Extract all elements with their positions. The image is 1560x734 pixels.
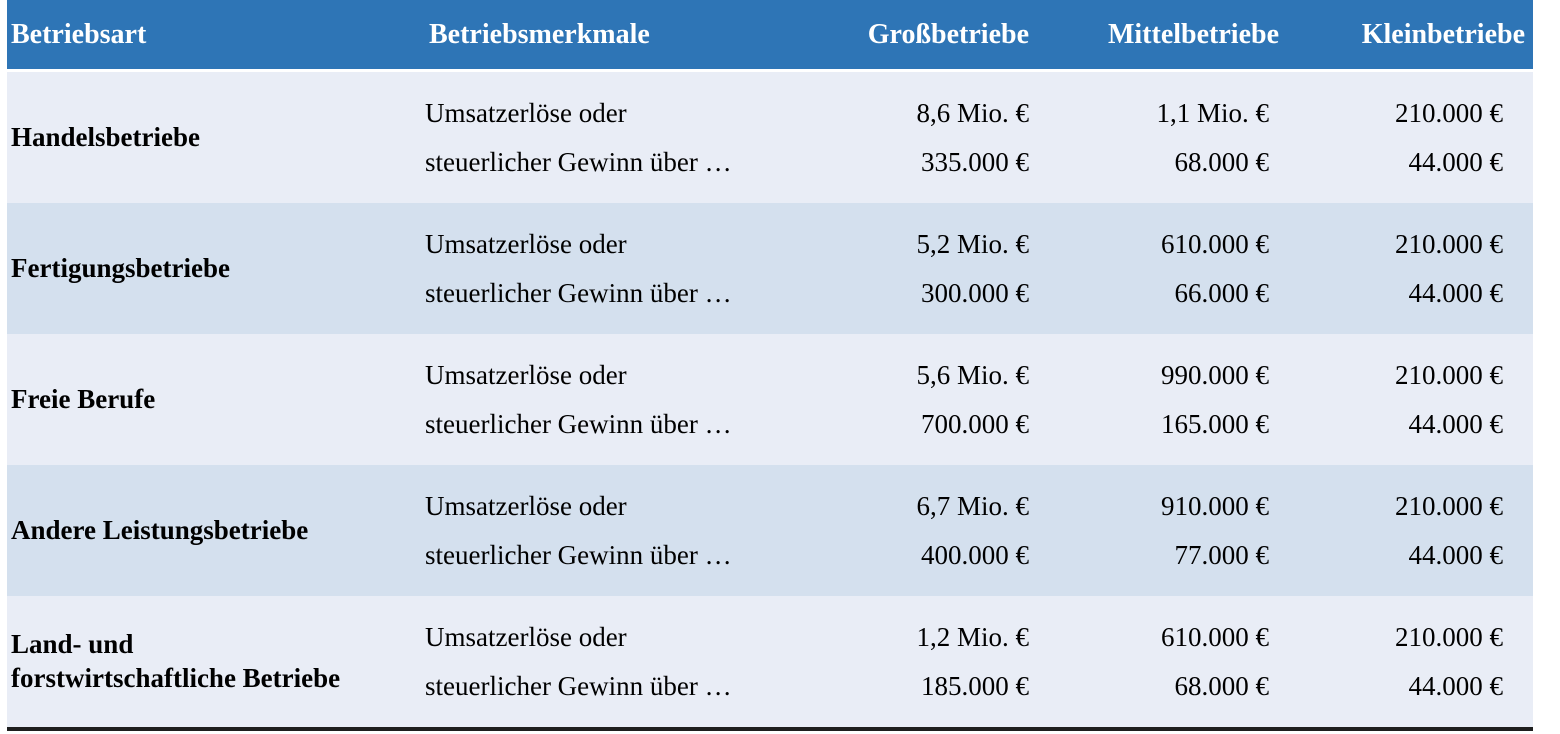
- cell-mittelbetriebe: 990.000 € 165.000 €: [1037, 359, 1287, 440]
- cell-betriebsmerkmale: Umsatzerlöse oder steuerlicher Gewinn übe…: [425, 490, 790, 571]
- cell-mittelbetriebe-line: 990.000 €: [1161, 360, 1269, 391]
- cell-kleinbetriebe: 210.000 € 44.000 €: [1287, 490, 1533, 571]
- cell-betriebsart-line: Land- und: [11, 628, 134, 659]
- cell-grossbetriebe: 1,2 Mio. € 185.000 €: [790, 621, 1037, 702]
- cell-betriebsmerkmale: Umsatzerlöse oder steuerlicher Gewinn übe…: [425, 359, 790, 440]
- cell-grossbetriebe: 6,7 Mio. € 400.000 €: [790, 490, 1037, 571]
- cell-grossbetriebe: 5,2 Mio. € 300.000 €: [790, 228, 1037, 309]
- cell-kleinbetriebe-line: 210.000 €: [1395, 98, 1503, 129]
- cell-kleinbetriebe-line: 210.000 €: [1395, 360, 1503, 391]
- cell-grossbetriebe-line: 335.000 €: [921, 146, 1029, 177]
- cell-mittelbetriebe-line: 610.000 €: [1161, 622, 1269, 653]
- cell-mittelbetriebe: 610.000 € 66.000 €: [1037, 228, 1287, 309]
- cell-grossbetriebe-line: 6,7 Mio. €: [916, 491, 1029, 522]
- cell-betriebsmerkmale-line: steuerlicher Gewinn über …: [425, 146, 732, 177]
- cell-mittelbetriebe-line: 68.000 €: [1174, 146, 1270, 177]
- cell-kleinbetriebe-line: 210.000 €: [1395, 491, 1503, 522]
- cell-mittelbetriebe: 610.000 € 68.000 €: [1037, 621, 1287, 702]
- cell-kleinbetriebe-line: 44.000 €: [1408, 539, 1504, 570]
- cell-grossbetriebe-line: 700.000 €: [921, 408, 1029, 439]
- cell-mittelbetriebe-line: 68.000 €: [1174, 670, 1270, 701]
- cell-betriebsart-line: forstwirtschaftliche Betriebe: [11, 662, 341, 693]
- cell-betriebsmerkmale-line: Umsatzerlöse oder: [425, 491, 627, 522]
- cell-betriebsmerkmale-line: steuerlicher Gewinn über …: [425, 539, 732, 570]
- cell-betriebsmerkmale-line: steuerlicher Gewinn über …: [425, 277, 732, 308]
- cell-kleinbetriebe-line: 44.000 €: [1408, 277, 1504, 308]
- cell-mittelbetriebe-line: 77.000 €: [1174, 539, 1270, 570]
- cell-grossbetriebe-line: 300.000 €: [921, 277, 1029, 308]
- cell-betriebsart-line: Handelsbetriebe: [11, 121, 200, 152]
- column-header-betriebsart: Betriebsart: [11, 18, 147, 50]
- cell-betriebsmerkmale-line: Umsatzerlöse oder: [425, 622, 627, 653]
- cell-betriebsart: Freie Berufe: [7, 383, 425, 417]
- cell-kleinbetriebe-line: 44.000 €: [1408, 146, 1504, 177]
- cell-betriebsart: Land- und forstwirtschaftliche Betriebe: [7, 628, 425, 696]
- betriebsgroessen-table: Betriebsart Betriebsmerkmale Großbetrieb…: [7, 0, 1533, 731]
- header-gap-divider: [7, 69, 1533, 72]
- cell-mittelbetriebe: 910.000 € 77.000 €: [1037, 490, 1287, 571]
- cell-betriebsart-line: Fertigungsbetriebe: [11, 252, 230, 283]
- cell-betriebsmerkmale-line: steuerlicher Gewinn über …: [425, 670, 732, 701]
- table-row: Fertigungsbetriebe Umsatzerlöse oder steue…: [7, 203, 1533, 334]
- cell-betriebsart: Fertigungsbetriebe: [7, 252, 425, 286]
- table-row: Handelsbetriebe Umsatzerlöse oder steuerli…: [7, 72, 1533, 203]
- cell-kleinbetriebe-line: 44.000 €: [1408, 408, 1504, 439]
- column-header-betriebsmerkmale: Betriebsmerkmale: [429, 18, 650, 50]
- column-header-kleinbetriebe: Kleinbetriebe: [1361, 18, 1525, 50]
- column-header-mittelbetriebe: Mittelbetriebe: [1107, 18, 1279, 50]
- cell-grossbetriebe-line: 185.000 €: [921, 670, 1029, 701]
- cell-grossbetriebe: 5,6 Mio. € 700.000 €: [790, 359, 1037, 440]
- table-row: Andere Leistungsbetriebe Umsatzerlöse ode…: [7, 465, 1533, 596]
- cell-betriebsmerkmale: Umsatzerlöse oder steuerlicher Gewinn übe…: [425, 97, 790, 178]
- cell-mittelbetriebe-line: 910.000 €: [1161, 491, 1269, 522]
- cell-kleinbetriebe: 210.000 € 44.000 €: [1287, 228, 1533, 309]
- cell-mittelbetriebe: 1,1 Mio. € 68.000 €: [1037, 97, 1287, 178]
- column-header-grossbetriebe: Großbetriebe: [867, 18, 1029, 50]
- cell-mittelbetriebe-line: 165.000 €: [1161, 408, 1269, 439]
- table-body: Handelsbetriebe Umsatzerlöse oder steuerli…: [7, 72, 1533, 727]
- table-row: Freie Berufe Umsatzerlöse oder steuerliche…: [7, 334, 1533, 465]
- cell-betriebsmerkmale-line: Umsatzerlöse oder: [425, 98, 627, 129]
- cell-betriebsmerkmale: Umsatzerlöse oder steuerlicher Gewinn übe…: [425, 621, 790, 702]
- cell-mittelbetriebe-line: 1,1 Mio. €: [1156, 98, 1269, 129]
- cell-kleinbetriebe: 210.000 € 44.000 €: [1287, 97, 1533, 178]
- cell-betriebsart-line: Freie Berufe: [11, 383, 156, 414]
- cell-kleinbetriebe: 210.000 € 44.000 €: [1287, 621, 1533, 702]
- cell-grossbetriebe-line: 5,2 Mio. €: [916, 229, 1029, 260]
- cell-kleinbetriebe-line: 210.000 €: [1395, 622, 1503, 653]
- cell-grossbetriebe: 8,6 Mio. € 335.000 €: [790, 97, 1037, 178]
- cell-kleinbetriebe-line: 44.000 €: [1408, 670, 1504, 701]
- cell-betriebsart: Handelsbetriebe: [7, 121, 425, 155]
- cell-grossbetriebe-line: 5,6 Mio. €: [916, 360, 1029, 391]
- cell-mittelbetriebe-line: 66.000 €: [1174, 277, 1270, 308]
- cell-betriebsart: Andere Leistungsbetriebe: [7, 514, 425, 548]
- cell-kleinbetriebe: 210.000 € 44.000 €: [1287, 359, 1533, 440]
- cell-grossbetriebe-line: 1,2 Mio. €: [916, 622, 1029, 653]
- cell-mittelbetriebe-line: 610.000 €: [1161, 229, 1269, 260]
- cell-grossbetriebe-line: 8,6 Mio. €: [916, 98, 1029, 129]
- cell-betriebsmerkmale: Umsatzerlöse oder steuerlicher Gewinn übe…: [425, 228, 790, 309]
- table-row: Land- und forstwirtschaftliche Betriebe Um…: [7, 596, 1533, 727]
- cell-betriebsmerkmale-line: Umsatzerlöse oder: [425, 229, 627, 260]
- cell-kleinbetriebe-line: 210.000 €: [1395, 229, 1503, 260]
- cell-betriebsart-line: Andere Leistungsbetriebe: [11, 514, 309, 545]
- cell-betriebsmerkmale-line: Umsatzerlöse oder: [425, 360, 627, 391]
- table-header-row: Betriebsart Betriebsmerkmale Großbetrieb…: [7, 0, 1533, 69]
- cell-betriebsmerkmale-line: steuerlicher Gewinn über …: [425, 408, 732, 439]
- cell-grossbetriebe-line: 400.000 €: [921, 539, 1029, 570]
